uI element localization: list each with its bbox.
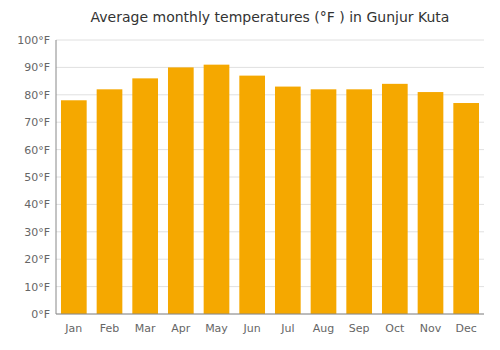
bar xyxy=(61,100,87,314)
y-tick-label: 0°F xyxy=(31,308,50,321)
y-axis-line xyxy=(56,40,57,314)
y-tick-label: 100°F xyxy=(17,34,50,47)
y-tick-label: 70°F xyxy=(24,116,50,129)
x-tick-label: Jan xyxy=(64,322,82,335)
x-tick-label: Sep xyxy=(349,322,370,335)
chart-svg: Average monthly temperatures (°F ) in Gu… xyxy=(0,0,500,350)
y-tick-label: 90°F xyxy=(24,61,50,74)
x-tick-label: Nov xyxy=(420,322,442,335)
x-tick-label: Jun xyxy=(243,322,261,335)
bar xyxy=(204,65,230,314)
x-tick-label: May xyxy=(205,322,228,335)
bar xyxy=(239,76,265,314)
x-tick-label: Feb xyxy=(100,322,119,335)
y-tick-label: 50°F xyxy=(24,171,50,184)
y-tick-label: 40°F xyxy=(24,198,50,211)
bars xyxy=(61,65,479,314)
bar xyxy=(275,87,301,314)
bar xyxy=(97,89,123,314)
chart-title: Average monthly temperatures (°F ) in Gu… xyxy=(91,9,450,25)
grid-line xyxy=(56,40,484,41)
x-tick-label: Mar xyxy=(135,322,156,335)
y-tick-label: 80°F xyxy=(24,89,50,102)
y-tick-label: 20°F xyxy=(24,253,50,266)
bar xyxy=(132,78,158,314)
bar xyxy=(382,84,408,314)
grid-line xyxy=(56,314,484,315)
x-tick-label: Aug xyxy=(313,322,334,335)
x-tick-label: Apr xyxy=(171,322,191,335)
x-tick-label: Oct xyxy=(385,322,405,335)
x-tick-label: Dec xyxy=(456,322,477,335)
chart-container: Average monthly temperatures (°F ) in Gu… xyxy=(0,0,500,350)
y-tick-label: 60°F xyxy=(24,144,50,157)
bar xyxy=(168,67,194,314)
bar xyxy=(453,103,479,314)
x-axis-line xyxy=(56,314,484,315)
bar xyxy=(311,89,337,314)
y-grid xyxy=(56,40,484,314)
y-tick-label: 30°F xyxy=(24,226,50,239)
x-tick-label: Jul xyxy=(280,322,294,335)
bar xyxy=(418,92,444,314)
y-tick-label: 10°F xyxy=(24,281,50,294)
bar xyxy=(346,89,372,314)
grid-line xyxy=(56,67,484,68)
